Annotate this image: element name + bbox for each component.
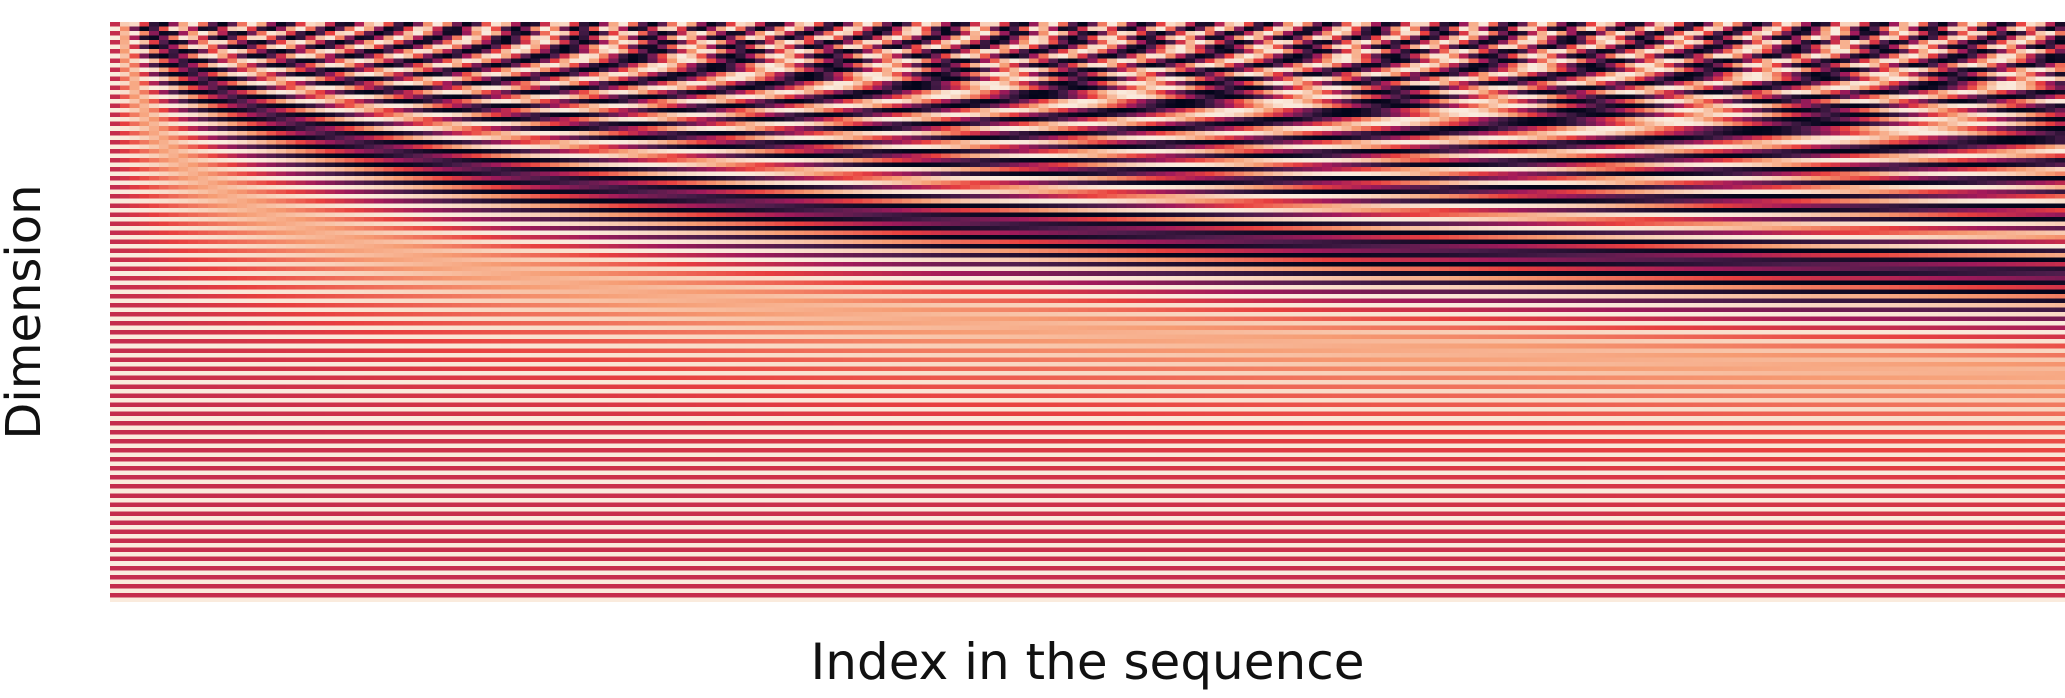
y-axis-label: Dimension <box>0 184 52 440</box>
x-axis-label: Index in the sequence <box>810 633 1365 691</box>
heatmap-plot-area <box>110 22 2065 602</box>
